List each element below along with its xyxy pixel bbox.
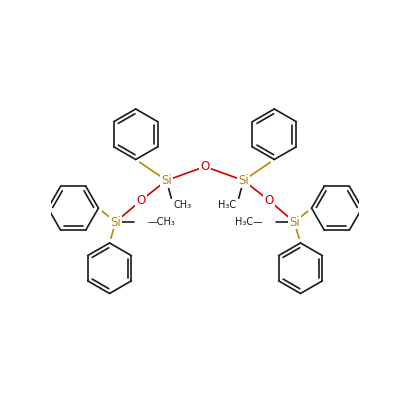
Text: O: O	[136, 194, 146, 207]
Text: —CH₃: —CH₃	[147, 217, 175, 227]
Text: O: O	[264, 194, 274, 207]
Text: Si: Si	[289, 216, 300, 228]
Text: Si: Si	[110, 216, 121, 228]
Text: Si: Si	[161, 174, 172, 187]
Text: Si: Si	[238, 174, 249, 187]
Text: H₃C: H₃C	[218, 200, 236, 210]
Text: O: O	[200, 160, 210, 173]
Text: CH₃: CH₃	[174, 200, 192, 210]
Text: H₃C—: H₃C—	[235, 217, 263, 227]
